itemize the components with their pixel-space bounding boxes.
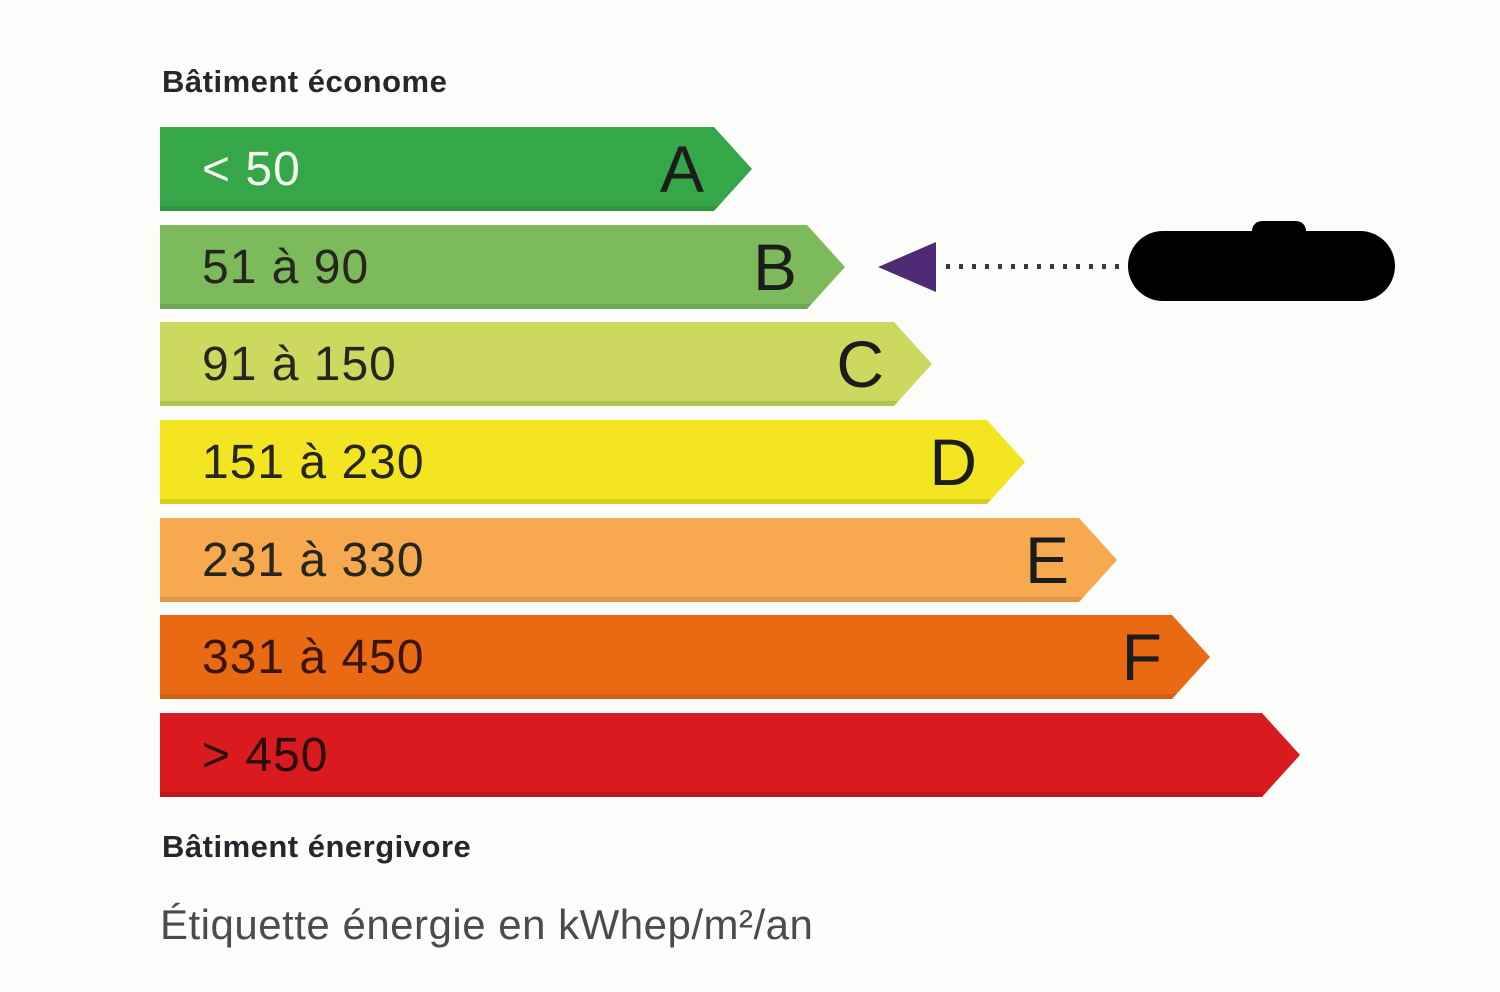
class-letter: B	[752, 230, 797, 304]
dotted-leader-line	[946, 264, 1128, 269]
range-label: 91 à 150	[202, 337, 397, 391]
range-label: > 450	[202, 728, 329, 782]
range-label: 151 à 230	[202, 435, 425, 489]
energy-class-bar-f: 331 à 450 F	[160, 615, 1210, 699]
energy-class-bar-a: < 50 A	[160, 127, 752, 211]
class-letter: A	[659, 132, 704, 206]
current-class-arrow-icon	[878, 242, 936, 292]
energy-class-bar-e: 231 à 330 E	[160, 518, 1117, 602]
redacted-value-box	[1128, 231, 1395, 301]
energy-class-bar-d: 151 à 230 D	[160, 420, 1025, 504]
range-label: < 50	[202, 142, 301, 196]
class-letter: D	[929, 425, 977, 499]
energy-class-bar-b: 51 à 90 B	[160, 225, 845, 309]
chart-caption: Étiquette énergie en kWhep/m²/an	[160, 901, 814, 948]
class-letter: F	[1121, 620, 1162, 694]
range-label: 231 à 330	[202, 533, 425, 587]
class-letter: C	[836, 327, 884, 401]
class-letter: E	[1024, 523, 1069, 597]
energy-class-bar-g: > 450	[160, 713, 1300, 797]
scale-top-label: Bâtiment économe	[162, 64, 448, 99]
energy-class-bar-c: 91 à 150 C	[160, 322, 932, 406]
range-label: 51 à 90	[202, 240, 370, 294]
range-label: 331 à 450	[202, 630, 425, 684]
scale-bottom-label: Bâtiment énergivore	[162, 829, 472, 864]
